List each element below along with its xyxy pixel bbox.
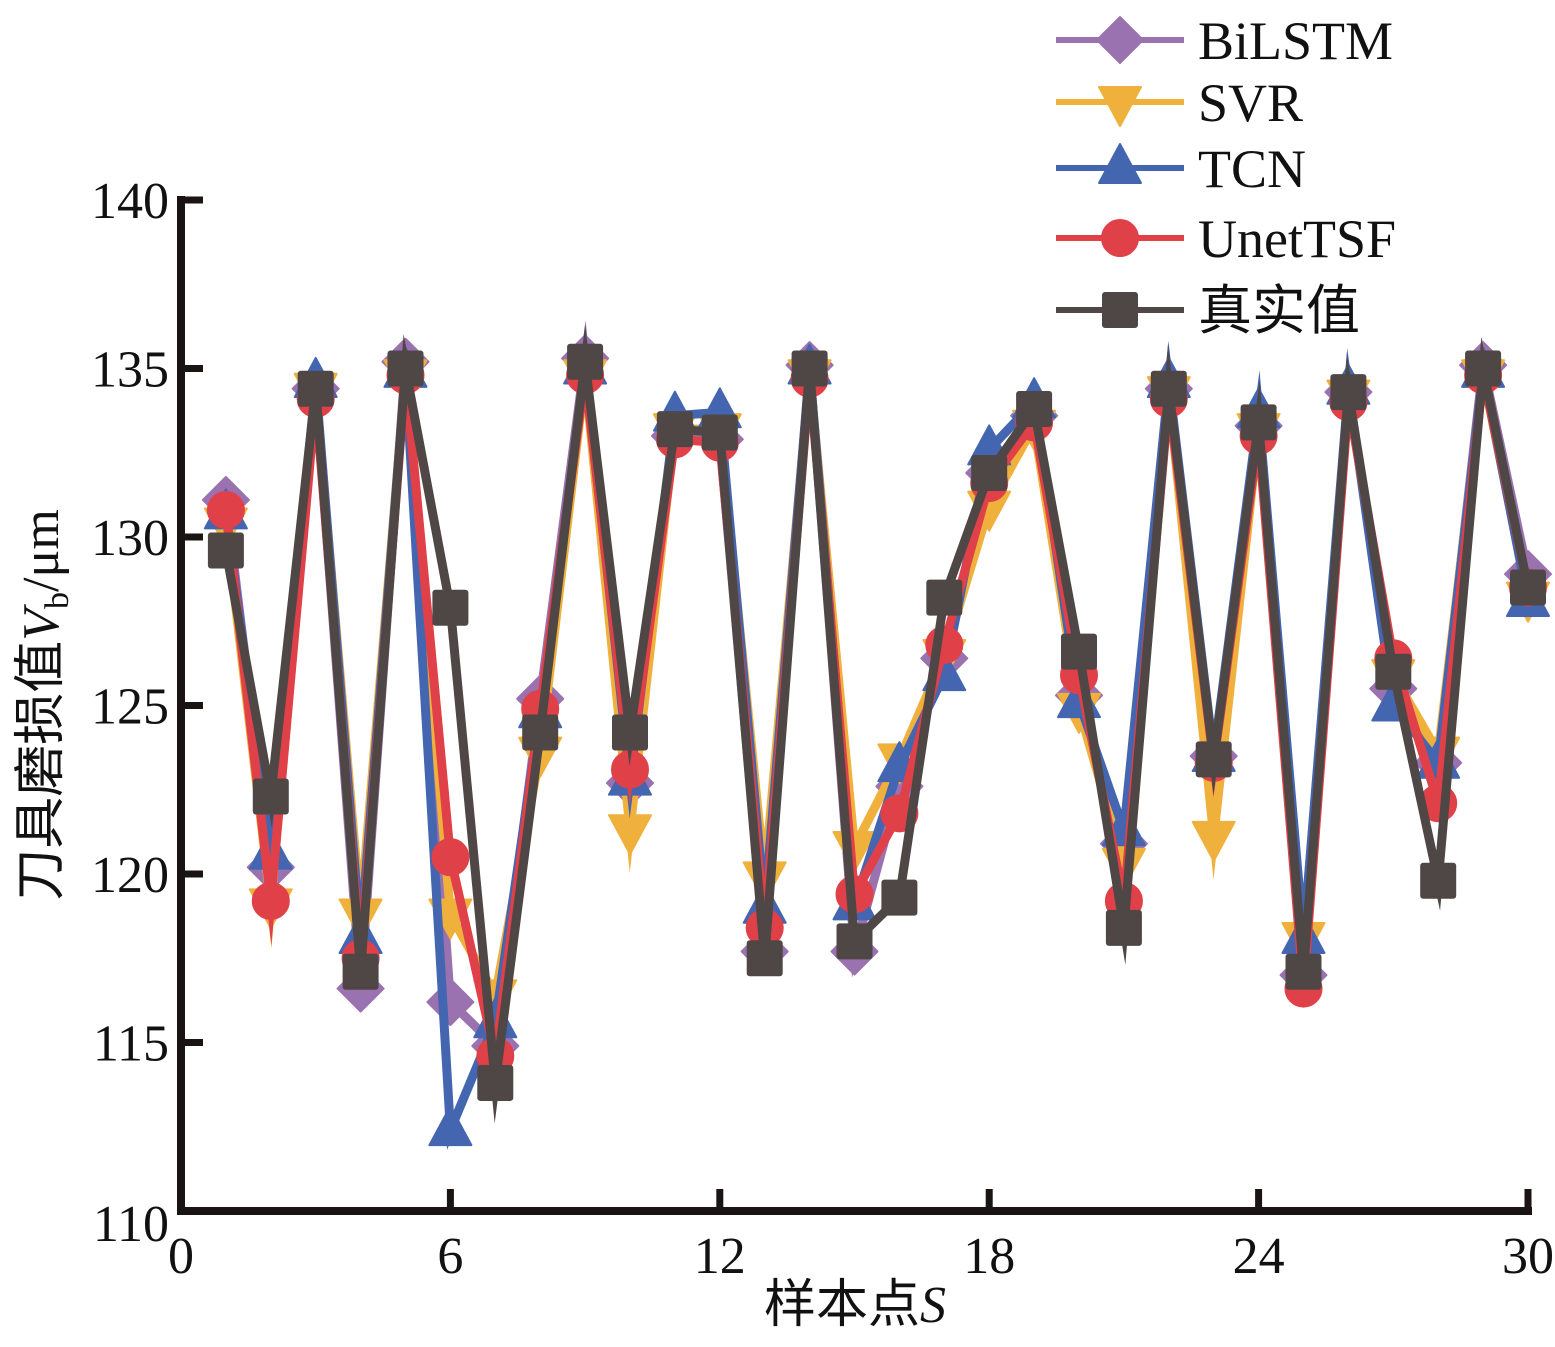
x-tick-label: 0 (168, 1228, 194, 1285)
y-tick-label: 110 (93, 1196, 169, 1253)
y-tick-label: 135 (91, 342, 169, 399)
data-point-triangle-down (1191, 820, 1236, 862)
y-tick-label: 115 (93, 1016, 169, 1073)
legend-item: 真实值 (1056, 281, 1360, 341)
data-point-circle (206, 491, 245, 530)
data-point-square (252, 778, 289, 815)
data-point-square (1465, 350, 1502, 387)
data-point-square (1016, 390, 1053, 427)
legend-item: BiLSTM (1056, 11, 1393, 71)
legend-marker-triangle-down (1098, 86, 1142, 127)
data-point-square (522, 714, 559, 751)
legend-item: TCN (1056, 139, 1306, 199)
data-point-square (971, 454, 1008, 491)
data-point-square (656, 411, 693, 448)
x-axis-title-text: 样本点 (764, 1277, 920, 1334)
legend-marker-circle (1101, 219, 1139, 257)
data-point-square (1510, 569, 1546, 606)
data-point-circle (431, 838, 470, 877)
data-point-square (1375, 653, 1412, 690)
y-tick-label: 120 (91, 847, 169, 904)
series-line (221, 338, 1533, 1082)
data-point-square (612, 714, 648, 751)
x-tick-label: 24 (1233, 1228, 1285, 1285)
data-point-square (342, 953, 379, 990)
data-point-square (1240, 404, 1277, 441)
axes: 110 115 120 125 130 135 140 0 6 12 18 24 30 (91, 173, 1554, 1285)
data-point-square (1150, 370, 1187, 407)
y-axis-title-text: 刀具磨损值 (13, 641, 70, 901)
data-point-square (746, 940, 783, 977)
series-line (221, 330, 1533, 1150)
legend-item: UnetTSF (1056, 209, 1396, 269)
x-tick-label: 6 (437, 1228, 463, 1285)
legend-label: UnetTSF (1198, 209, 1396, 269)
x-tick-label: 18 (963, 1228, 1015, 1285)
data-point-square (1105, 909, 1142, 946)
series-layer (201, 320, 1552, 1150)
y-axis-title-unit: /μm (13, 509, 70, 592)
data-point-triangle-down (608, 814, 652, 856)
data-point-square (387, 350, 424, 387)
y-axis-title: 刀具磨损值Vb/μm (13, 509, 76, 901)
legend-label: TCN (1198, 139, 1306, 199)
data-point-square (836, 923, 873, 960)
x-tick-label: 12 (694, 1228, 746, 1285)
data-point-square (881, 879, 918, 916)
y-ticks: 110 115 120 125 130 135 140 (91, 173, 203, 1253)
legend-label: BiLSTM (1198, 11, 1393, 71)
x-axis-title-variable: S (920, 1277, 946, 1334)
legend-marker-triangle-up (1098, 143, 1142, 184)
x-ticks: 0 6 12 18 24 30 (168, 1189, 1554, 1285)
y-axis-title-variable: V (13, 604, 70, 641)
data-point-square (432, 589, 469, 626)
data-point-square (1420, 862, 1457, 899)
y-tick-label: 125 (91, 679, 169, 736)
series-line (221, 324, 1533, 1124)
legend-marker-diamond (1096, 16, 1144, 64)
legend-marker-square (1102, 292, 1138, 328)
data-point-square (207, 532, 244, 569)
x-axis-title: 样本点S (764, 1277, 946, 1334)
y-tick-label: 130 (91, 510, 169, 567)
data-point-circle (251, 881, 290, 920)
data-point-square (567, 343, 604, 380)
data-point-square (297, 370, 334, 407)
data-point-square (701, 414, 738, 451)
data-point-square (1061, 633, 1097, 670)
legend-item: SVR (1056, 73, 1303, 133)
data-point-square (926, 579, 963, 616)
data-point-square (477, 1064, 514, 1101)
data-point-square (1285, 953, 1322, 990)
legend-label: 真实值 (1198, 281, 1360, 341)
y-axis-title-subscript: b (39, 592, 76, 609)
x-tick-label: 30 (1502, 1228, 1554, 1285)
legend-label: SVR (1198, 73, 1303, 133)
y-tick-label: 140 (91, 173, 169, 230)
series-真实值 (207, 324, 1546, 1124)
data-point-triangle-up (428, 1105, 473, 1147)
data-point-square (791, 350, 828, 387)
data-point-square (1330, 374, 1367, 411)
data-point-square (1195, 741, 1232, 778)
